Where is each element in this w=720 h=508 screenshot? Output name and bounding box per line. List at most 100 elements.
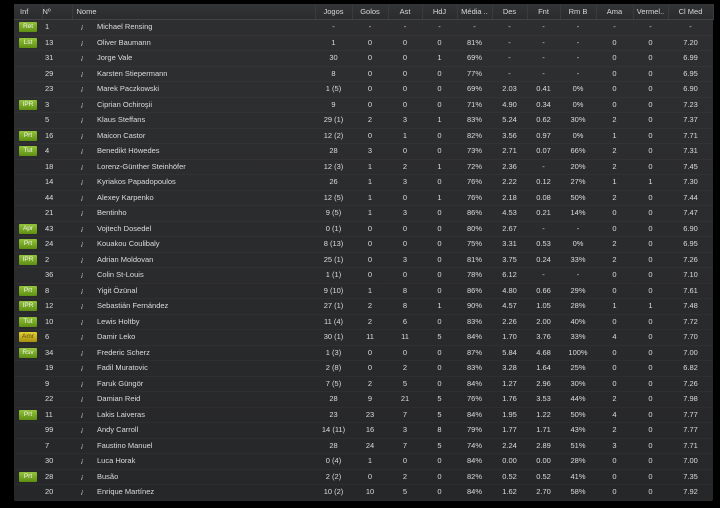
column-header-jogos[interactable]: Jogos bbox=[315, 4, 353, 20]
table-row[interactable]: Prt 16 ¡ Maicon Castor 12 (2) 0 1 0 82% 3.56 0.97 0… bbox=[14, 128, 713, 144]
table-row[interactable]: 29 ¡ Karsten Stiepermann 8 0 0 0 77% - - -0 0 6.95 bbox=[14, 66, 713, 82]
cell-name[interactable]: ¡ Fadil Muratovic bbox=[72, 361, 315, 377]
table-row[interactable]: Ret 1 ¡ Michael Rensing - - - - - - - - - - - bbox=[14, 20, 713, 36]
player-name[interactable]: Klaus Steffans bbox=[97, 115, 146, 125]
info-icon[interactable]: ¡ bbox=[81, 301, 84, 311]
player-name[interactable]: Bentinho bbox=[97, 208, 127, 218]
cell-name[interactable]: ¡ Klaus Steffans bbox=[72, 113, 315, 129]
status-badge[interactable]: Prt bbox=[19, 471, 37, 482]
cell-name[interactable]: ¡ Damian Reid bbox=[72, 392, 315, 408]
player-name[interactable]: Andy Carroll bbox=[97, 425, 139, 435]
player-name[interactable]: Damir Leko bbox=[97, 332, 136, 342]
player-name[interactable]: Karsten Stiepermann bbox=[97, 68, 168, 78]
player-name[interactable]: Kouakou Coulibaly bbox=[97, 239, 160, 249]
player-name[interactable]: Michael Rensing bbox=[97, 22, 153, 32]
column-header-rmb[interactable]: Rm B bbox=[560, 4, 597, 20]
table-row[interactable]: Lst 13 ¡ Oliver Baumann 1 0 0 0 81% - - -0 0 7.20 bbox=[14, 35, 713, 51]
player-name[interactable]: Vojtech Dosedel bbox=[97, 223, 152, 233]
info-icon[interactable]: ¡ bbox=[81, 223, 84, 233]
cell-name[interactable]: ¡ Michael Rensing bbox=[72, 20, 315, 36]
cell-name[interactable]: ¡ Kouakou Coulibaly bbox=[72, 237, 315, 253]
info-icon[interactable]: ¡ bbox=[81, 239, 84, 249]
cell-name[interactable]: ¡ Busão bbox=[72, 469, 315, 485]
column-header-media[interactable]: Média .. bbox=[457, 4, 493, 20]
player-name[interactable]: Alexey Karpenko bbox=[97, 192, 154, 202]
player-name[interactable]: Busão bbox=[97, 471, 119, 481]
player-name[interactable]: Faustino Manuel bbox=[97, 440, 153, 450]
info-icon[interactable]: ¡ bbox=[81, 161, 84, 171]
info-icon[interactable]: ¡ bbox=[81, 363, 84, 373]
cell-name[interactable]: ¡ Maicon Castor bbox=[72, 128, 315, 144]
player-name[interactable]: Fadil Muratovic bbox=[97, 363, 148, 373]
cell-name[interactable]: ¡ Oliver Baumann bbox=[72, 35, 315, 51]
cell-name[interactable]: ¡ Damir Leko bbox=[72, 330, 315, 346]
player-name[interactable]: Colin St-Louis bbox=[97, 270, 144, 280]
table-row[interactable]: Apr 43 ¡ Vojtech Dosedel 0 (1) 0 0 0 80% 2.67- -0 0… bbox=[14, 221, 713, 237]
table-row[interactable]: 99 ¡ Andy Carroll 14 (11) 16 3 8 79% 1.77 1.71 43%… bbox=[14, 423, 713, 439]
table-row[interactable]: 19 ¡ Fadil Muratovic 2 (8) 0 2 0 83% 3.28 1.64 25%… bbox=[14, 361, 713, 377]
table-row[interactable]: Amr 6 ¡ Damir Leko 30 (1) 11 11 5 84% 1.70 3.76 33%… bbox=[14, 330, 713, 346]
status-badge[interactable]: Amr bbox=[19, 332, 37, 343]
cell-name[interactable]: ¡ Jorge Vale bbox=[72, 51, 315, 67]
player-name[interactable]: Adrian Moldovan bbox=[97, 254, 154, 264]
status-badge[interactable]: Lst bbox=[19, 37, 37, 48]
cell-name[interactable]: ¡ Enrique Martínez bbox=[72, 485, 315, 501]
table-row[interactable]: Prt 28 ¡ Busão 2 (2) 0 2 0 82% 0.52 0.52 41% 0 0 7.35 bbox=[14, 469, 713, 485]
info-icon[interactable]: ¡ bbox=[81, 487, 84, 497]
info-icon[interactable]: ¡ bbox=[81, 270, 84, 280]
cell-name[interactable]: ¡ Benedikt Höwedes bbox=[72, 144, 315, 160]
player-name[interactable]: Maicon Castor bbox=[97, 130, 146, 140]
info-icon[interactable]: ¡ bbox=[81, 254, 84, 264]
cell-name[interactable]: ¡ Faustino Manuel bbox=[72, 438, 315, 454]
info-icon[interactable]: ¡ bbox=[81, 146, 84, 156]
status-badge[interactable]: Prt bbox=[19, 130, 37, 141]
status-badge[interactable]: IPR bbox=[19, 301, 37, 312]
player-name[interactable]: Kyriakos Papadopoulos bbox=[97, 177, 176, 187]
info-icon[interactable]: ¡ bbox=[81, 347, 84, 357]
table-row[interactable]: 18 ¡ Lorenz-Günther Steinhöfer 12 (3) 1 2 1 72%… bbox=[14, 159, 713, 175]
column-header-ast[interactable]: Ast bbox=[388, 4, 423, 20]
table-row[interactable]: Prt 11 ¡ Lakis Laiveras 23 23 7 5 84% 1.95 1.22 50%… bbox=[14, 407, 713, 423]
info-icon[interactable]: ¡ bbox=[81, 409, 84, 419]
table-row[interactable]: IPR 3 ¡ Ciprian Ochiroşii 9 0 0 0 71% 4.90 0.34 0% 0… bbox=[14, 97, 713, 113]
player-name[interactable]: Faruk Güngör bbox=[97, 378, 144, 388]
table-row[interactable]: 36 ¡ Colin St-Louis 1 (1) 0 0 0 78% 6.12- -0 0 7.10 bbox=[14, 268, 713, 284]
table-row[interactable]: Tut 10 ¡ Lewis Holtby 11 (4) 2 6 0 83% 2.26 2.00 40… bbox=[14, 314, 713, 330]
player-name[interactable]: Lakis Laiveras bbox=[97, 409, 145, 419]
info-icon[interactable]: ¡ bbox=[81, 177, 84, 187]
table-row[interactable]: 9 ¡ Faruk Güngör 7 (5) 2 5 0 84% 1.27 2.96 30% 0 0 7.… bbox=[14, 376, 713, 392]
table-row[interactable]: IPR 2 ¡ Adrian Moldovan 25 (1) 0 3 0 81% 3.75 0.24… bbox=[14, 252, 713, 268]
info-icon[interactable]: ¡ bbox=[81, 208, 84, 218]
status-badge[interactable]: Tut bbox=[19, 146, 37, 157]
cell-name[interactable]: ¡ Colin St-Louis bbox=[72, 268, 315, 284]
info-icon[interactable]: ¡ bbox=[81, 471, 84, 481]
info-icon[interactable]: ¡ bbox=[81, 316, 84, 326]
info-icon[interactable]: ¡ bbox=[81, 285, 84, 295]
cell-name[interactable]: ¡ Lewis Holtby bbox=[72, 314, 315, 330]
info-icon[interactable]: ¡ bbox=[81, 37, 84, 47]
info-icon[interactable]: ¡ bbox=[81, 99, 84, 109]
player-name[interactable]: Luca Horak bbox=[97, 456, 136, 466]
status-badge[interactable]: Ret bbox=[19, 22, 37, 33]
table-row[interactable]: Prt 24 ¡ Kouakou Coulibaly 8 (13) 0 0 0 75% 3.31 0… bbox=[14, 237, 713, 253]
table-row[interactable]: 30 ¡ Luca Horak 0 (4) 1 0 0 84% 0.00 0.00 28% 0 0 7.0… bbox=[14, 454, 713, 470]
status-badge[interactable]: Prt bbox=[19, 285, 37, 296]
column-header-des[interactable]: Des bbox=[492, 4, 528, 20]
column-header-hdj[interactable]: HdJ bbox=[422, 4, 458, 20]
info-icon[interactable]: ¡ bbox=[81, 115, 84, 125]
info-icon[interactable]: ¡ bbox=[81, 332, 84, 342]
status-badge[interactable]: Rsv bbox=[19, 347, 37, 358]
player-name[interactable]: Marek Paczkowski bbox=[97, 84, 160, 94]
column-header-golos[interactable]: Golos bbox=[352, 4, 389, 20]
info-icon[interactable]: ¡ bbox=[81, 53, 84, 63]
status-badge[interactable]: Apr bbox=[19, 223, 37, 234]
info-icon[interactable]: ¡ bbox=[81, 440, 84, 450]
table-row[interactable]: Tut 4 ¡ Benedikt Höwedes 28 3 0 0 73% 2.71 0.07 66%… bbox=[14, 144, 713, 160]
info-icon[interactable]: ¡ bbox=[81, 425, 84, 435]
table-row[interactable]: Prt 8 ¡ Yigit Özünal 9 (10) 1 8 0 86% 4.80 0.66 29%… bbox=[14, 283, 713, 299]
column-header-name[interactable]: Nome bbox=[72, 4, 316, 20]
column-header-fnt[interactable]: Fnt bbox=[527, 4, 561, 20]
cell-name[interactable]: ¡ Ciprian Ochiroşii bbox=[72, 97, 315, 113]
cell-name[interactable]: ¡ Marek Paczkowski bbox=[72, 82, 315, 98]
player-name[interactable]: Ciprian Ochiroşii bbox=[97, 99, 153, 109]
